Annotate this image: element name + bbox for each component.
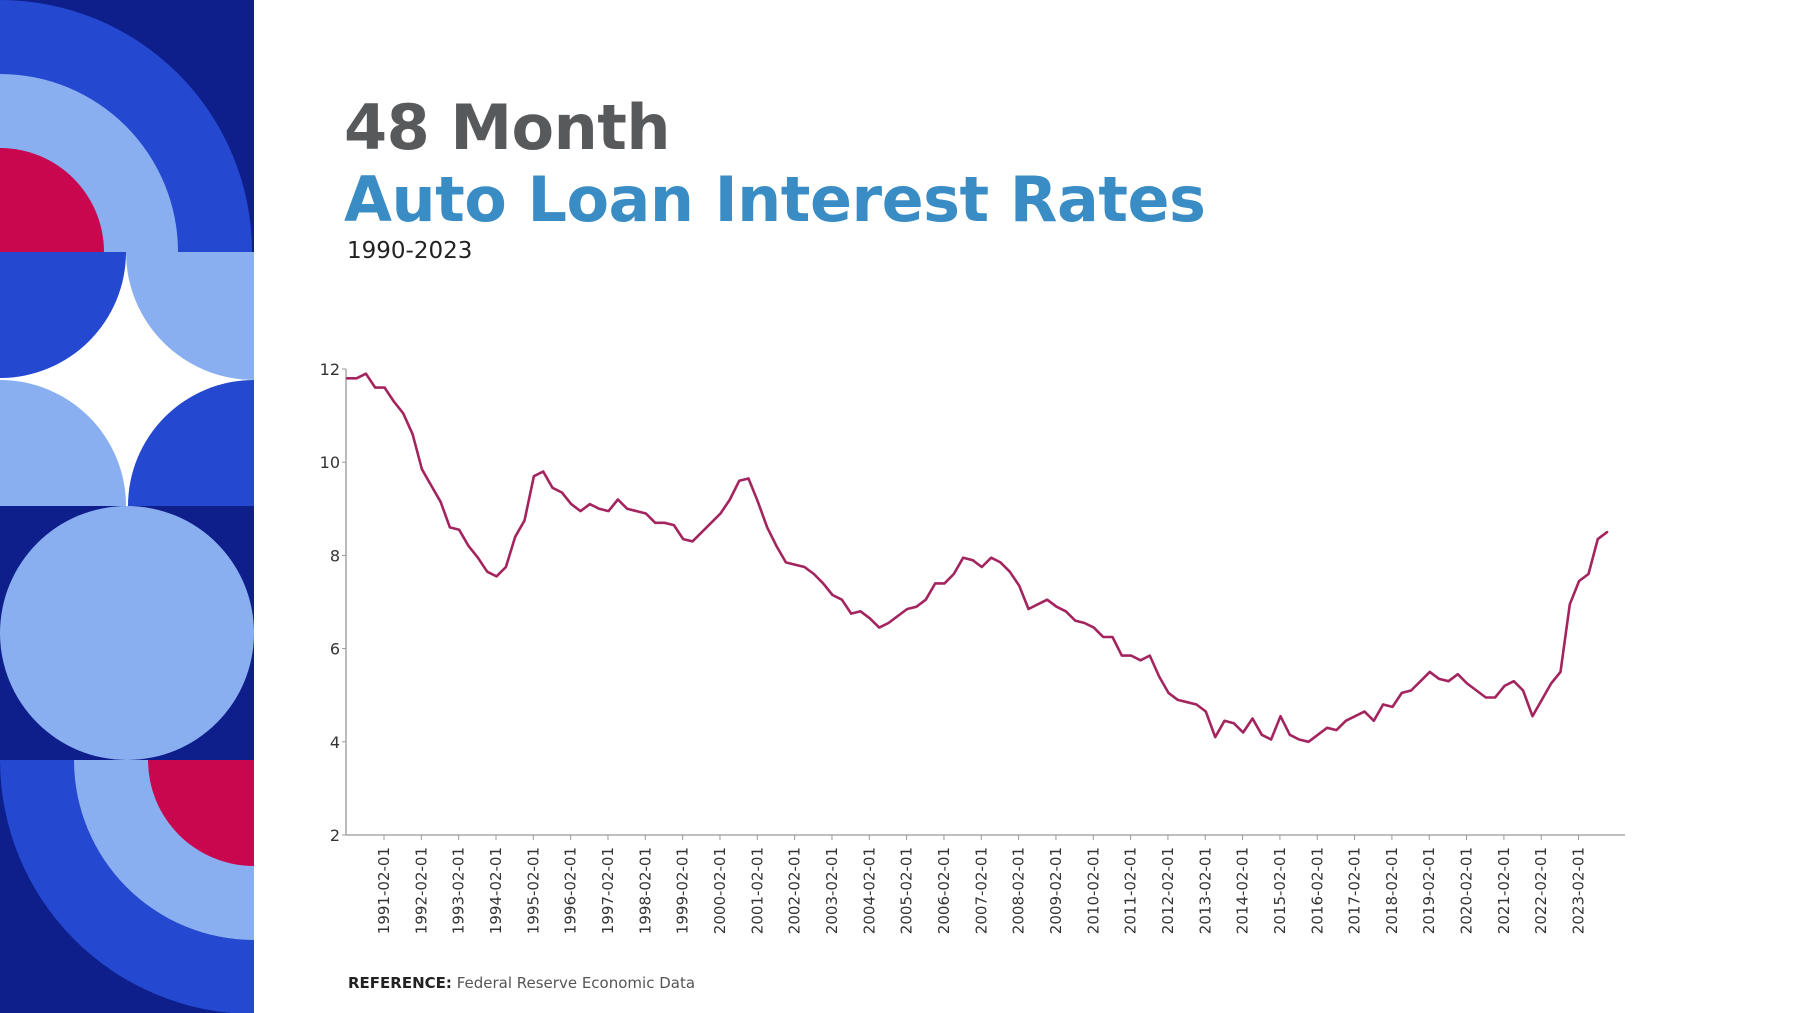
x-tick-label: 2017-02-01 <box>1346 847 1364 934</box>
reference-label: REFERENCE: <box>348 974 452 992</box>
x-tick-label: 2023-02-01 <box>1570 847 1588 934</box>
x-tick-label: 2004-02-01 <box>860 847 878 934</box>
x-axis-ticks: 1991-02-01 1992-02-01 1993-02-01 1994-02-01… <box>375 835 1588 934</box>
y-tick-label: 2 <box>330 826 340 845</box>
x-tick-label: 2002-02-01 <box>786 847 804 934</box>
x-tick-label: 1992-02-01 <box>412 847 430 934</box>
y-tick-label: 10 <box>320 453 340 472</box>
y-tick-label: 6 <box>330 640 340 659</box>
y-tick-label: 12 <box>320 360 340 379</box>
y-tick-label: 4 <box>330 733 340 752</box>
chart-axes <box>345 369 1625 836</box>
x-tick-label: 2005-02-01 <box>898 847 916 934</box>
x-tick-label: 2016-02-01 <box>1308 847 1326 934</box>
x-tick-label: 2021-02-01 <box>1495 847 1513 934</box>
x-tick-label: 2009-02-01 <box>1047 847 1065 934</box>
y-tick-label: 8 <box>330 546 340 565</box>
decorative-side-panel <box>0 0 254 1013</box>
x-tick-label: 1997-02-01 <box>599 847 617 934</box>
x-tick-label: 2006-02-01 <box>935 847 953 934</box>
title-line-2: Auto Loan Interest Rates <box>344 163 1206 236</box>
x-tick-label: 2012-02-01 <box>1159 847 1177 934</box>
x-tick-label: 2001-02-01 <box>748 847 766 934</box>
x-tick-label: 1998-02-01 <box>636 847 654 934</box>
subtitle-date-range: 1990-2023 <box>347 238 473 264</box>
x-tick-label: 2020-02-01 <box>1458 847 1476 934</box>
x-tick-label: 1999-02-01 <box>674 847 692 934</box>
x-tick-label: 1991-02-01 <box>375 847 393 934</box>
x-tick-label: 1995-02-01 <box>524 847 542 934</box>
geometric-pattern-graphic <box>0 0 254 1013</box>
x-tick-label: 1994-02-01 <box>487 847 505 934</box>
x-tick-label: 2018-02-01 <box>1383 847 1401 934</box>
x-tick-label: 2007-02-01 <box>972 847 990 934</box>
x-tick-label: 2014-02-01 <box>1234 847 1252 934</box>
x-tick-label: 1996-02-01 <box>562 847 580 934</box>
x-tick-label: 2008-02-01 <box>1010 847 1028 934</box>
x-tick-label: 2000-02-01 <box>711 847 729 934</box>
title-line-1: 48 Month <box>344 91 671 164</box>
x-tick-label: 2019-02-01 <box>1420 847 1438 934</box>
x-tick-label: 2013-02-01 <box>1196 847 1214 934</box>
x-tick-label: 2015-02-01 <box>1271 847 1289 934</box>
x-tick-label: 2022-02-01 <box>1532 847 1550 934</box>
reference-source: Federal Reserve Economic Data <box>456 974 696 992</box>
reference-footer: REFERENCE: Federal Reserve Economic Data <box>348 974 695 992</box>
rate-line-series <box>345 372 1609 744</box>
x-tick-label: 2010-02-01 <box>1084 847 1102 934</box>
x-tick-label: 1993-02-01 <box>450 847 468 934</box>
x-tick-label: 2011-02-01 <box>1122 847 1140 934</box>
y-axis-ticks: 2 4 6 8 10 12 <box>320 360 346 845</box>
x-tick-label: 2003-02-01 <box>823 847 841 934</box>
